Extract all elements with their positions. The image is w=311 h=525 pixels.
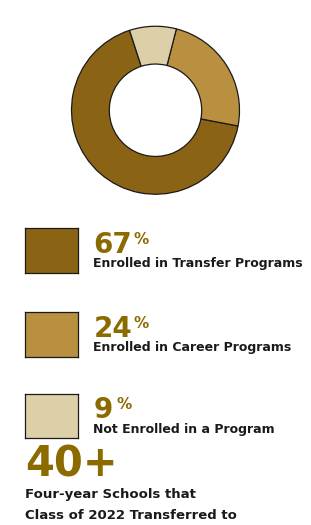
Text: %: % bbox=[117, 397, 132, 413]
Text: Enrolled in Transfer Programs: Enrolled in Transfer Programs bbox=[93, 257, 303, 270]
Text: 24: 24 bbox=[93, 315, 132, 343]
Wedge shape bbox=[167, 29, 239, 126]
Text: Enrolled in Career Programs: Enrolled in Career Programs bbox=[93, 341, 291, 354]
Text: Class of 2022 Transferred to: Class of 2022 Transferred to bbox=[25, 509, 237, 522]
Text: Not Enrolled in a Program: Not Enrolled in a Program bbox=[93, 423, 275, 436]
Text: 40+: 40+ bbox=[25, 444, 118, 486]
Text: Four-year Schools that: Four-year Schools that bbox=[25, 488, 196, 501]
Text: %: % bbox=[134, 232, 149, 247]
Wedge shape bbox=[72, 30, 238, 194]
Text: 67: 67 bbox=[93, 231, 132, 259]
Text: 9: 9 bbox=[93, 396, 113, 424]
Wedge shape bbox=[130, 26, 176, 66]
Text: %: % bbox=[134, 316, 149, 331]
